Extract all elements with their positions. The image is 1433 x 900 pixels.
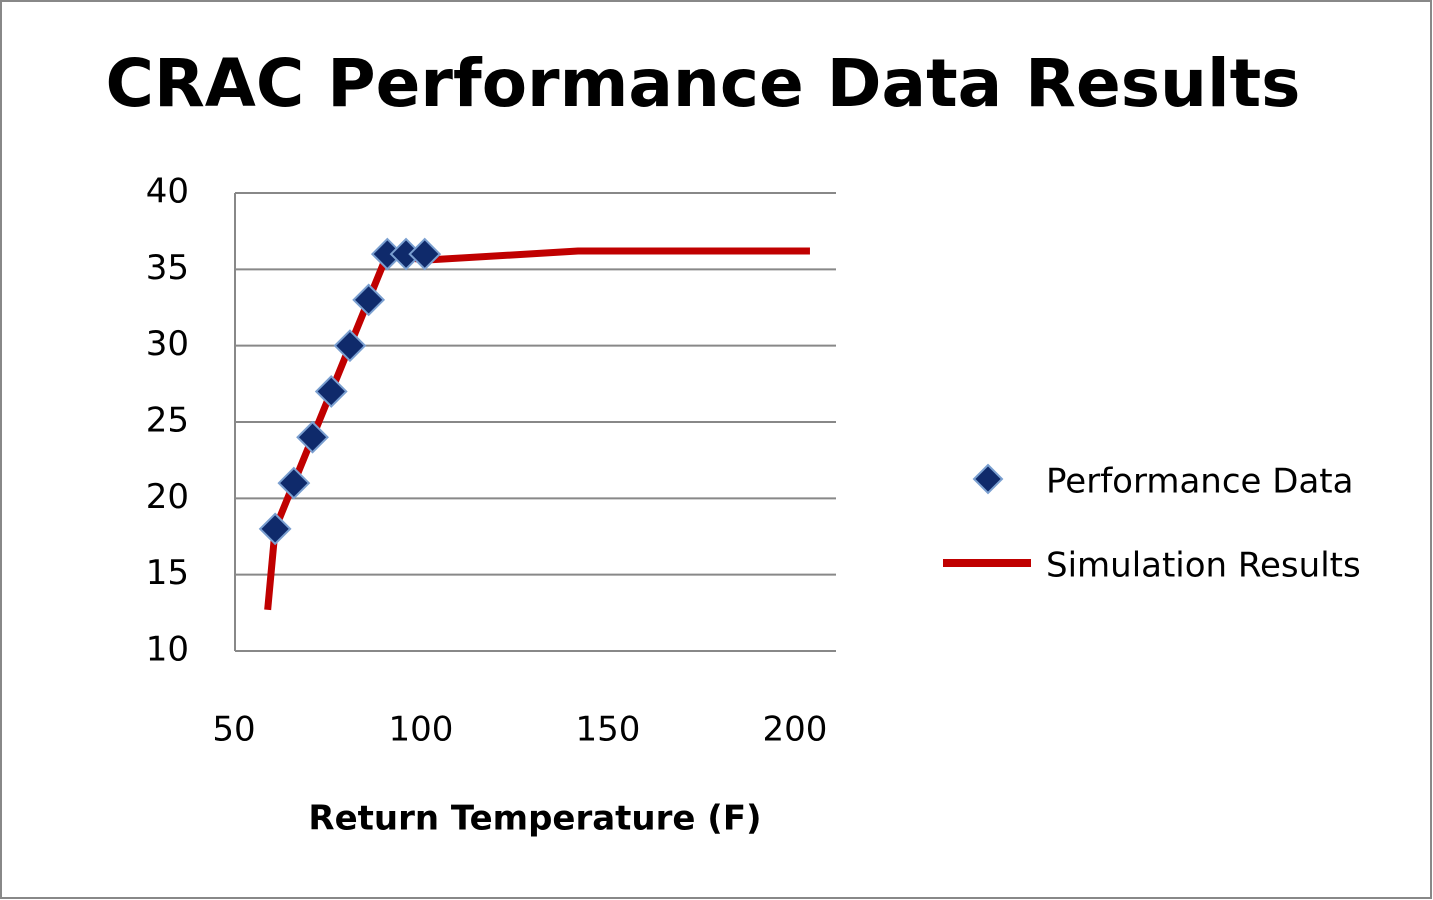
y-tick-label: 40 (146, 172, 189, 212)
data-point (296, 420, 329, 454)
legend-label: Performance Data (1046, 462, 1353, 502)
data-point (277, 466, 311, 500)
y-tick-label: 35 (146, 248, 189, 288)
x-tick-label: 50 (212, 710, 255, 750)
data-point (352, 283, 386, 317)
y-tick-label: 20 (146, 477, 189, 517)
data-point (258, 512, 292, 546)
x-tick-label: 200 (763, 710, 828, 750)
data-point (408, 237, 442, 271)
legend-label: Simulation Results (1046, 546, 1361, 586)
data-point (333, 329, 367, 363)
x-tick-label: 100 (389, 710, 454, 750)
data-point (314, 375, 348, 408)
x-tick-label: 150 (576, 710, 641, 750)
y-tick-label: 30 (146, 324, 189, 364)
x-axis-label: Return Temperature (F) (308, 799, 761, 839)
y-tick-label: 10 (146, 630, 189, 670)
y-tick-label: 25 (146, 401, 189, 441)
y-tick-label: 15 (146, 553, 189, 593)
legend-marker (972, 463, 1004, 495)
chart-title: CRAC Performance Data Results (106, 45, 1301, 122)
